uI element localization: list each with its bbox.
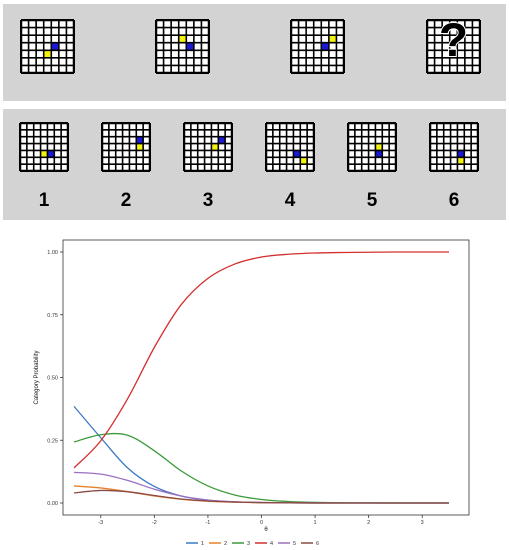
x-tick-label: 3 [421,520,424,526]
matrix-item-1-grid [20,19,75,74]
y-tick-label: 0.00 [47,501,58,507]
option-2-grid [101,122,151,172]
x-tick-label: 1 [314,520,317,526]
blue-cell [218,136,226,144]
x-tick-label: -2 [152,520,157,526]
series-line-6 [73,489,449,504]
option-5-grid [347,122,397,172]
y-axis-label: Category Probability [34,350,40,404]
option-2-label[interactable]: 2 [120,190,132,211]
matrix-item-2-grid [155,19,210,74]
x-tick-label: -1 [205,520,210,526]
matrix-panel [3,4,506,101]
legend-label-3: 3 [247,541,250,547]
blue-cell [47,150,55,158]
yellow-cell [40,150,48,158]
y-tick-label: 0.50 [47,376,58,382]
series-line-4 [73,251,449,469]
yellow-cell [43,50,52,58]
blue-cell [457,150,465,158]
plot-panel [62,239,470,516]
missing-item-question-mark: ? [438,13,469,68]
legend-label-1: 1 [201,541,204,547]
option-5-label[interactable]: 5 [366,190,378,211]
x-tick-label: 2 [367,520,370,526]
y-tick-label: 1.00 [47,250,58,256]
yellow-cell [211,143,219,151]
option-1-label[interactable]: 1 [38,190,50,211]
option-4-label[interactable]: 4 [284,190,296,211]
option-6-label[interactable]: 6 [448,190,460,211]
options-panel [3,109,506,220]
legend-label-6: 6 [316,541,319,547]
blue-cell [136,136,144,144]
yellow-cell [136,143,144,151]
y-tick-label: 0.75 [47,313,58,319]
legend-label-4: 4 [270,541,273,547]
option-6-grid [429,122,479,172]
legend-label-5: 5 [293,541,296,547]
matrix-item-4-grid [426,19,481,74]
yellow-cell [300,157,308,165]
blue-cell [321,42,329,51]
blue-cell [375,150,383,158]
y-tick-label: 0.25 [47,438,58,444]
yellow-cell [178,35,187,43]
category-probability-chart: 0.00 0.25 0.50 0.75 1.00 -3 -2 -1 0 1 2 3 θ Category … [34,239,470,547]
x-tick-label: 0 [260,520,263,526]
option-3-grid [183,122,233,172]
x-tick-label: -3 [98,520,103,526]
yellow-cell [457,157,465,165]
legend-label-2: 2 [224,541,227,547]
x-axis-label: θ [264,527,268,533]
blue-cell [51,42,59,51]
option-3-label[interactable]: 3 [202,190,214,211]
matrix-item-3-grid [290,19,345,74]
yellow-cell [328,35,337,43]
blue-cell [293,150,301,158]
option-1-grid [19,122,69,172]
yellow-cell [375,143,383,151]
option-4-grid [265,122,315,172]
blue-cell [186,42,194,51]
